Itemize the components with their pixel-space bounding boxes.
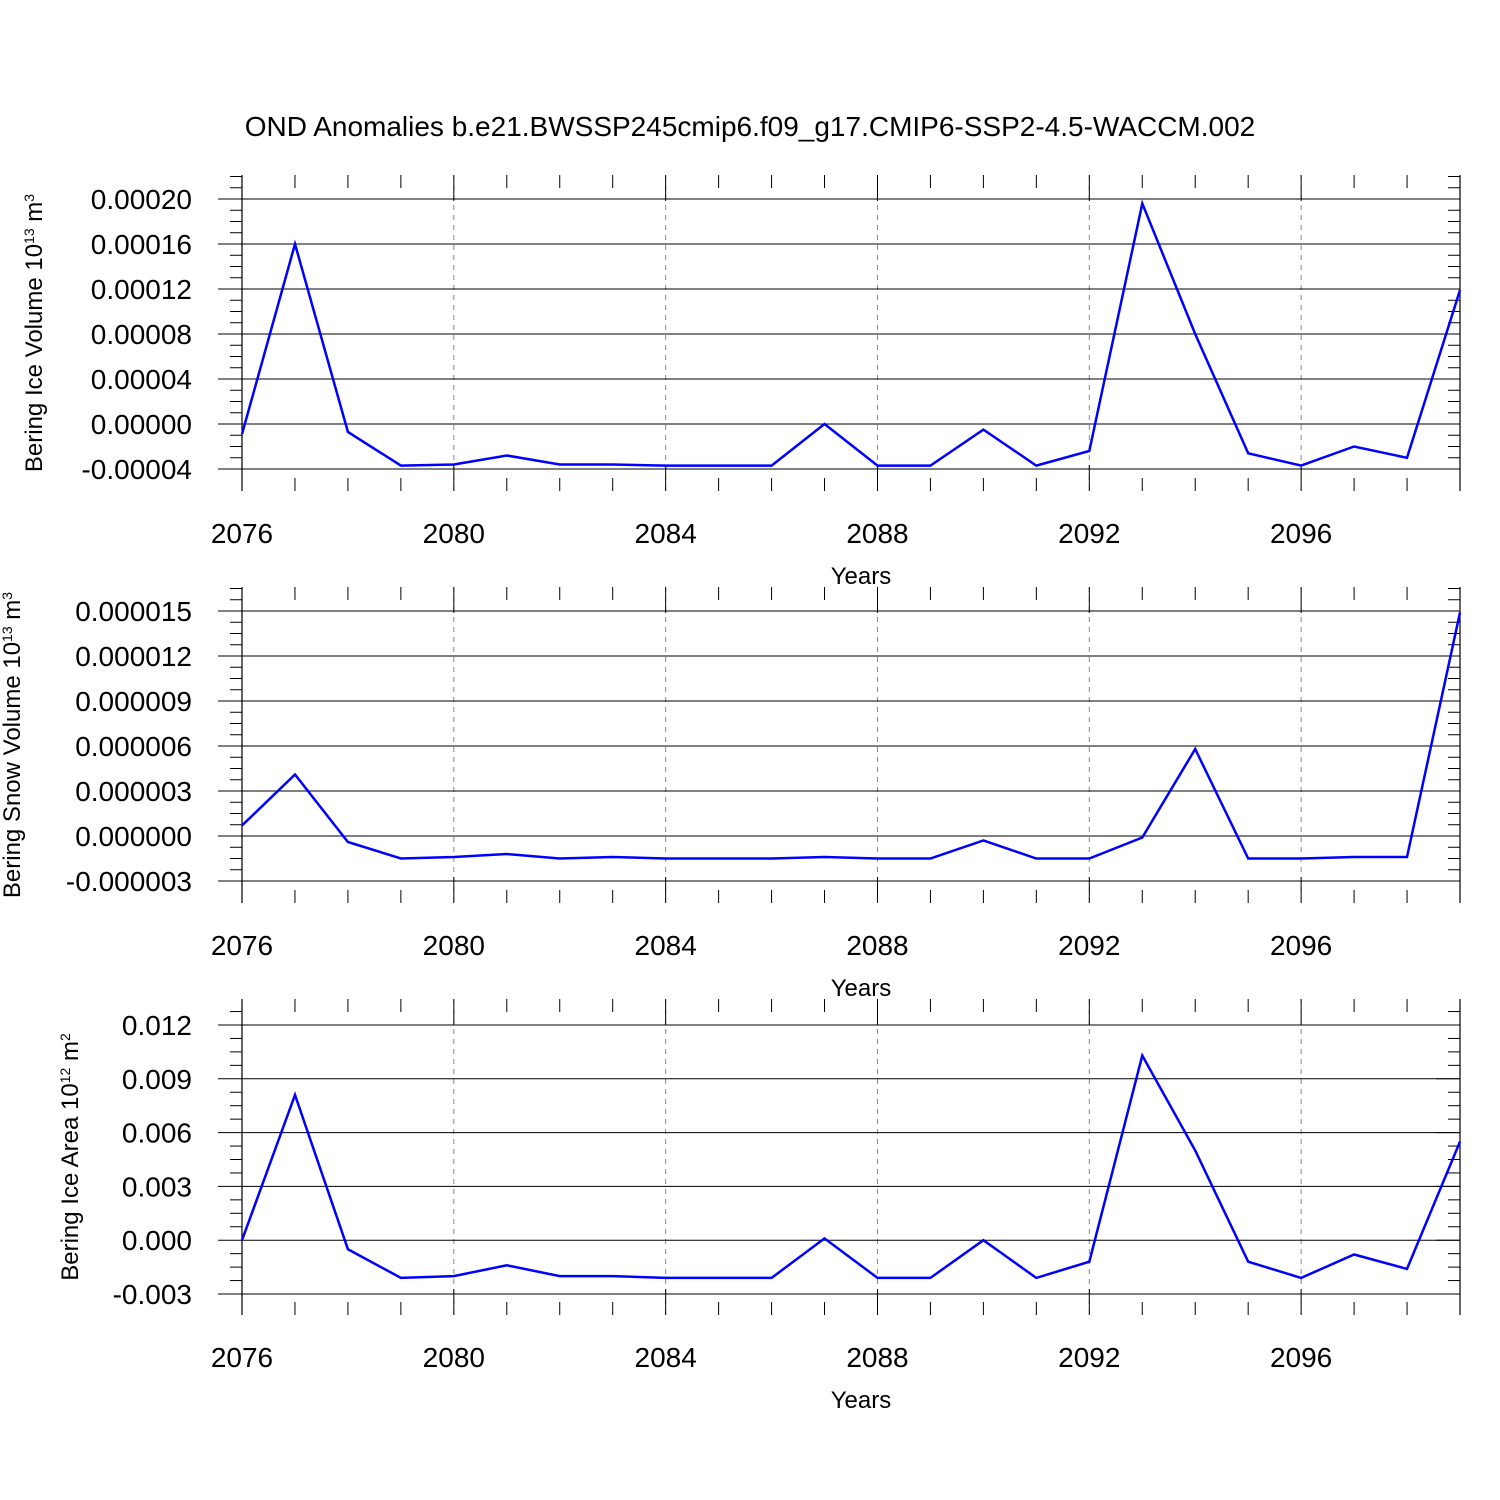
panels: -0.000040.000000.000040.000080.000120.00… xyxy=(0,175,1462,1414)
y-tick-label: 0.000 xyxy=(122,1225,192,1256)
panel-1: -0.00004 0.00000 0.00004 0.00008 0.00012 0.00… xyxy=(21,175,1462,590)
y-tick-label: 0.009 xyxy=(122,1064,192,1095)
y-tick-label: 0.012 xyxy=(122,1010,192,1041)
y-tick-label: -0.00004 xyxy=(81,454,192,485)
y-axis-title-text: Bering Ice Area 10 xyxy=(57,1083,84,1280)
x-tick-label: 2088 xyxy=(846,518,908,549)
y-axis-title-unit: m xyxy=(21,202,48,229)
series-line-1 xyxy=(240,1052,1462,1280)
y-axis-title-unit: m xyxy=(0,600,26,627)
y-axis-title: Bering Snow Volume 1013 m3 xyxy=(0,592,26,898)
y-tick-label: 0.006 xyxy=(122,1118,192,1149)
x-axis-title: Years xyxy=(831,1387,892,1414)
y-axis-title-unit-exponent: 3 xyxy=(21,194,37,202)
x-tick-label: 2092 xyxy=(1058,930,1120,961)
y-tick-label: 0.000012 xyxy=(75,641,192,672)
y-tick-label: 0.00012 xyxy=(91,274,192,305)
x-tick-label: 2076 xyxy=(211,930,273,961)
x-tick-label: 2076 xyxy=(211,1342,273,1373)
x-tick-label: 2084 xyxy=(635,518,697,549)
y-tick-label: 0.003 xyxy=(122,1171,192,1202)
panel-2: -0.000003 0.000000 0.000003 0.000006 0.00000… xyxy=(0,587,1462,1002)
x-tick-label: 2096 xyxy=(1270,1342,1332,1373)
x-axis-title: Years xyxy=(831,975,892,1002)
y-axis-title: Bering Ice Area 1012 m2 xyxy=(57,1033,84,1281)
x-tick-label: 2092 xyxy=(1058,1342,1120,1373)
y-axis-title-text: Bering Snow Volume 10 xyxy=(0,642,26,898)
y-axis-title-unit: m xyxy=(57,1041,84,1068)
y-tick-label: 0.000003 xyxy=(75,776,192,807)
y-tick-label: 0.000006 xyxy=(75,731,192,762)
y-tick-label: 0.000000 xyxy=(75,821,192,852)
x-tick-label: 2096 xyxy=(1270,518,1332,549)
x-tick-label: 2080 xyxy=(423,518,485,549)
x-axis-title: Years xyxy=(831,563,892,590)
x-tick-label: 2096 xyxy=(1270,930,1332,961)
x-tick-label: 2076 xyxy=(211,518,273,549)
y-tick-label: -0.003 xyxy=(113,1279,192,1310)
y-tick-label: -0.000003 xyxy=(66,866,192,897)
series-line-1 xyxy=(240,199,1462,467)
y-axis-title-unit-exponent: 3 xyxy=(0,592,15,600)
y-tick-label: 0.000009 xyxy=(75,686,192,717)
y-tick-label: 0.00016 xyxy=(91,229,192,260)
y-axis-title: Bering Ice Volume 1013 m3 xyxy=(21,194,48,472)
x-tick-label: 2080 xyxy=(423,1342,485,1373)
y-axis-title-exponent: 12 xyxy=(57,1068,73,1084)
y-tick-label: 0.00020 xyxy=(91,184,192,215)
figure-title: OND Anomalies b.e21.BWSSP245cmip6.f09_g1… xyxy=(245,111,1256,142)
x-tick-label: 2088 xyxy=(846,1342,908,1373)
x-tick-label: 2080 xyxy=(423,930,485,961)
y-tick-label: 0.000015 xyxy=(75,596,192,627)
x-tick-label: 2084 xyxy=(635,930,697,961)
y-axis-title-exponent: 13 xyxy=(0,626,15,642)
x-tick-label: 2084 xyxy=(635,1342,697,1373)
y-tick-label: 0.00004 xyxy=(91,364,192,395)
series-line-1 xyxy=(241,612,1462,860)
x-tick-label: 2092 xyxy=(1058,518,1120,549)
x-tick-label: 2088 xyxy=(846,930,908,961)
y-tick-label: 0.00008 xyxy=(91,319,192,350)
y-tick-label: 0.00000 xyxy=(91,409,192,440)
y-axis-title-text: Bering Ice Volume 10 xyxy=(21,244,48,472)
y-axis-title-unit-exponent: 2 xyxy=(57,1033,73,1041)
panel-3: -0.003 0.000 0.003 0.006 0.009 0.012 2076 2080 2… xyxy=(57,999,1462,1414)
y-axis-title-exponent: 13 xyxy=(21,228,37,244)
